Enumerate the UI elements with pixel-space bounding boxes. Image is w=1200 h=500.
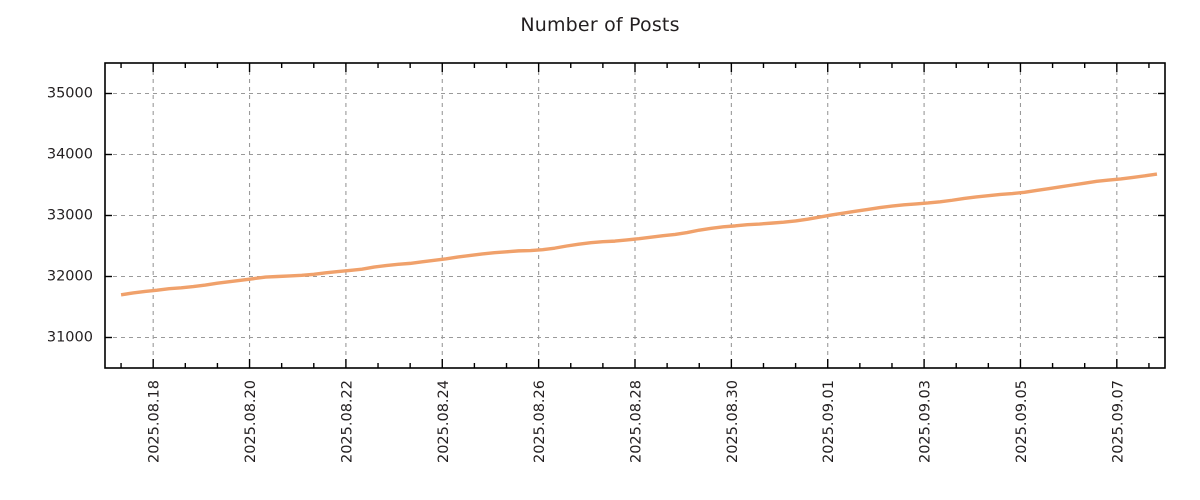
plot-frame <box>104 62 1166 369</box>
tick-marks-group <box>105 63 1165 368</box>
x-axis-tick-label: 2025.08.18 <box>147 380 163 463</box>
data-series-group <box>120 172 1158 297</box>
y-axis-tick-label: 34000 <box>47 147 93 163</box>
y-axis-tick-label: 32000 <box>47 269 93 285</box>
x-axis-tick-label: 2025.08.30 <box>725 380 741 463</box>
x-axis-tick-label: 2025.09.01 <box>821 380 837 463</box>
plot-border <box>104 62 1166 369</box>
x-axis-tick-label: 2025.09.07 <box>1110 380 1126 463</box>
x-axis-tick-label: 2025.08.22 <box>339 380 355 463</box>
x-axis-tick-label: 2025.08.26 <box>532 380 548 463</box>
y-axis-tick-label: 35000 <box>47 86 93 102</box>
x-axis-tick-label: 2025.08.20 <box>243 380 259 463</box>
gridlines-group <box>105 63 1165 368</box>
page-title: Number of Posts <box>520 14 680 36</box>
y-axis-tick-label: 33000 <box>47 208 93 224</box>
data-series-line-0 <box>120 172 1158 297</box>
x-axis-tick-label: 2025.08.24 <box>436 380 452 463</box>
x-axis-tick-label: 2025.09.05 <box>1014 380 1030 463</box>
x-axis-tick-label: 2025.08.28 <box>629 380 645 463</box>
y-axis-tick-label: 31000 <box>47 330 93 346</box>
y-axis-labels: 31000 32000 33000 34000 35000 <box>47 86 93 346</box>
x-axis-tick-label: 2025.09.03 <box>918 380 934 463</box>
x-axis-labels: 2025.08.18 2025.08.20 2025.08.22 2025.08.24… <box>147 380 1127 463</box>
